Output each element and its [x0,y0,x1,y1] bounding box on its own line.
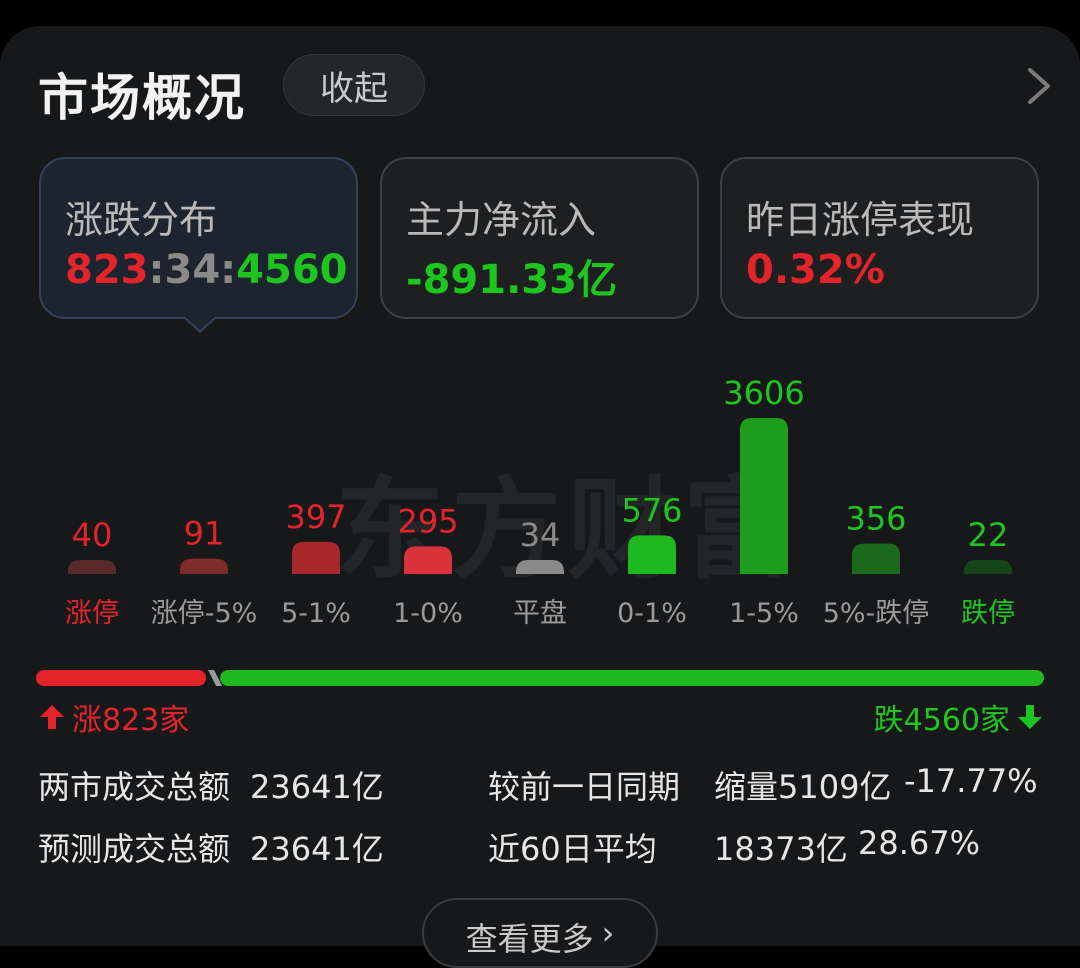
bar-value-label: 356 [845,500,906,538]
category-label: 5%-跌停 [823,598,930,629]
bar-value-label: 295 [397,502,458,540]
bar-value-label: 576 [621,491,682,529]
category-label: 涨停-5% [151,598,258,629]
breadth-flat-gap [208,670,223,686]
bar-value-label: 91 [184,515,225,553]
bar-5 [628,535,676,574]
stat-value: 0.32% [746,247,885,293]
category-label: 5-1% [281,598,351,629]
bar-0 [68,560,116,574]
separator: : [220,247,237,293]
down-count: 4560 [236,247,348,293]
category-label: 平盘 [513,598,567,629]
bar-7 [852,543,900,574]
flat-count: 34 [164,247,221,293]
category-label: 1-0% [393,598,463,629]
turnover-total-value: 23641亿 [250,768,384,806]
down-count-indicator: 跌4560家 [874,695,1044,739]
stat-value: 823:34:4560 [65,247,348,293]
compare-value: 缩量5109亿 [714,768,892,806]
bar-6 [740,418,788,574]
bar-2 [292,541,340,574]
bar-3 [404,546,452,574]
distribution-bar-chart: 40 涨停 91 涨停-5% 397 5-1% 295 1-0% 34 平盘 576 0-1% 3606… [65,374,1015,629]
bar-value-label: 397 [285,498,346,536]
chevron-right-small-icon: › [601,914,615,952]
down-count-label: 跌4560家 [873,703,1010,738]
bar-4 [516,560,564,574]
collapse-button[interactable]: 收起 [283,54,425,116]
bar-value-label: 40 [72,516,113,554]
stat-label: 主力净流入 [406,198,597,242]
stat-label: 涨跌分布 [65,198,218,242]
category-label: 涨停 [65,598,119,629]
up-count-indicator: 涨823家 [38,695,189,739]
stat-value: -891.33亿 [406,257,617,303]
turnover-total-label: 两市成交总额 [38,768,231,806]
bar-value-label: 34 [520,516,561,554]
bar-value-label: 3606 [723,374,804,412]
compare-label: 较前一日同期 [488,768,681,806]
category-label: 0-1% [617,598,687,629]
bar-value-label: 22 [968,516,1009,554]
avg-value: 18373亿 [714,830,848,868]
stat-card-main-inflow[interactable]: 主力净流入 -891.33亿 [380,157,699,319]
compare-pct: -17.77% [904,762,1038,800]
stat-label: 昨日涨停表现 [746,198,975,242]
category-label: 1-5% [729,598,799,629]
bar-8 [964,560,1012,574]
arrow-down-icon [1018,705,1042,729]
breadth-up-segment [36,670,207,686]
chevron-right-icon[interactable] [1018,66,1058,106]
view-more-label: 查看更多 [465,920,594,958]
breadth-progress-bar [36,670,1044,686]
forecast-total-value: 23641亿 [250,830,384,868]
breadth-down-segment [220,670,1044,686]
up-count: 823 [65,247,149,293]
avg-pct: 28.67% [858,824,981,862]
page-title: 市场概况 [38,69,246,127]
stat-card-distribution[interactable]: 涨跌分布 823:34:4560 [39,157,358,319]
arrow-up-icon [40,705,64,729]
view-more-button[interactable]: 查看更多 › [422,898,658,968]
up-count-label: 涨823家 [72,703,190,738]
active-pointer-fill [184,316,216,330]
category-label: 跌停 [961,598,1015,629]
stat-card-limit-up-performance[interactable]: 昨日涨停表现 0.32% [720,157,1039,319]
separator: : [148,247,165,293]
bar-1 [180,558,228,574]
avg-label: 近60日平均 [488,830,657,868]
forecast-total-label: 预测成交总额 [38,830,231,868]
